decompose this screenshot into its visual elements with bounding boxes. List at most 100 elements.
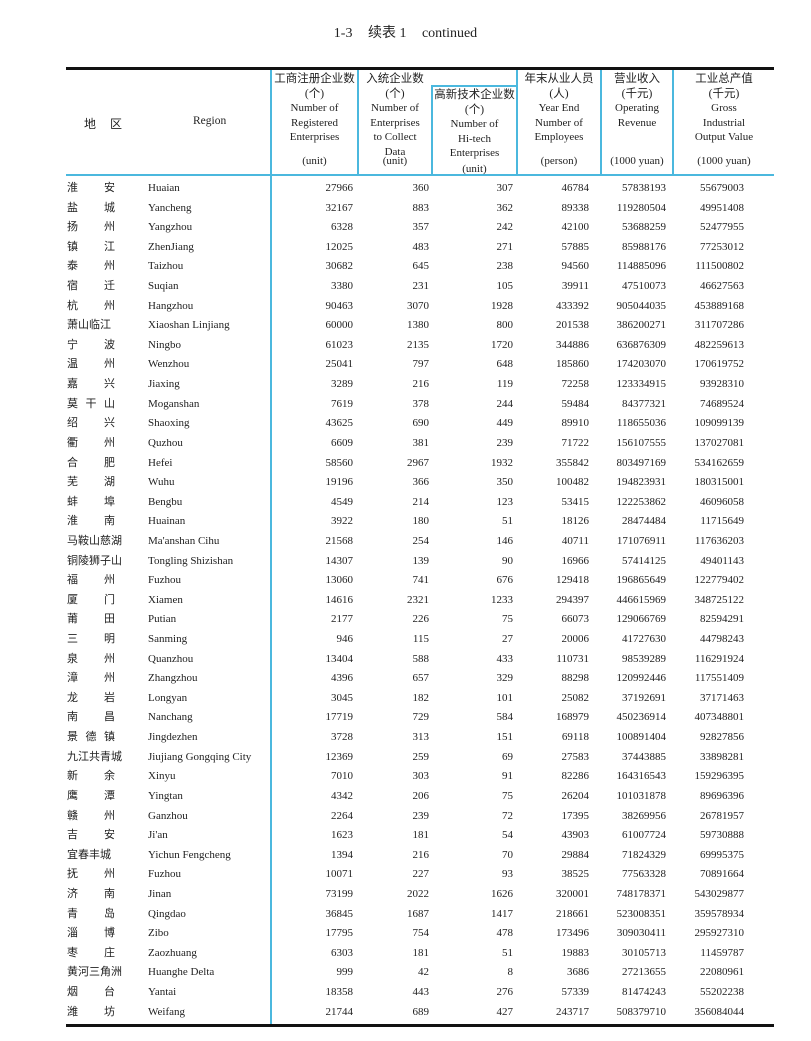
region-en: Jingdezhen — [148, 731, 198, 744]
column-header-en: Hi-tech — [458, 132, 491, 145]
cell-value: 1626 — [491, 887, 513, 900]
cell-value: 303 — [412, 770, 430, 783]
cell-value: 75 — [502, 613, 513, 626]
cell-value: 73199 — [325, 887, 354, 900]
table-row: 扬州 Yangzhou 6328 357 242 42100 53688259 5247795… — [66, 218, 774, 238]
cell-value: 242 — [496, 221, 514, 234]
cell-value: 33898281 — [700, 750, 744, 763]
table-row: 马鞍山慈湖 Ma'anshan Cihu 21568 254 146 40711 17107… — [66, 532, 774, 552]
cell-value: 101 — [496, 691, 514, 704]
cell-value: 43625 — [325, 417, 354, 430]
cell-value: 57414125 — [622, 554, 666, 567]
cell-value: 46784 — [561, 182, 590, 194]
cell-value: 588 — [412, 652, 430, 665]
region-zh: 福州 — [67, 574, 115, 587]
cell-value: 72 — [502, 809, 513, 822]
cell-value: 173496 — [556, 927, 589, 940]
region-en: Zibo — [148, 927, 169, 940]
cell-value: 508379710 — [616, 1005, 667, 1018]
region-zh: 淮安 — [67, 182, 115, 194]
column-header-zh: 年末从业人员 — [524, 73, 594, 85]
cell-value: 32167 — [325, 201, 354, 214]
cell-value: 2135 — [407, 338, 429, 351]
column-header-en: Number of — [371, 102, 419, 114]
region-en: Huanghe Delta — [148, 966, 215, 979]
region-en: Ningbo — [148, 338, 181, 351]
cell-value: 17795 — [325, 927, 354, 940]
column-header-zh: 工商注册企业数 — [274, 73, 355, 85]
region-en: Yantai — [148, 985, 177, 998]
header-rule — [66, 174, 774, 176]
cell-value: 59484 — [561, 397, 590, 410]
cell-value: 90463 — [325, 299, 354, 312]
table-row: 杭州 Hangzhou 90463 3070 1928 433392 905044035 45… — [66, 297, 774, 317]
cell-value: 8 — [507, 966, 514, 979]
column-header-zh-unit: (千元) — [621, 87, 653, 100]
cell-value: 52477955 — [700, 221, 744, 234]
cell-value: 77563328 — [622, 868, 666, 881]
region-zh: 扬州 — [67, 221, 115, 234]
cell-value: 92827856 — [700, 731, 744, 744]
cell-value: 449 — [496, 417, 514, 430]
table-row: 抚州 Fuzhou 10071 227 93 38525 77563328 70891664 — [66, 865, 774, 885]
region-en: Weifang — [148, 1005, 185, 1018]
region-zh: 新余 — [67, 770, 115, 783]
cell-value: 100891404 — [616, 731, 667, 744]
column-unit: (person) — [540, 155, 578, 167]
table-row: 九江共青城 Jiujiang Gongqing City 12369 259 69 275… — [66, 748, 774, 768]
cell-value: 797 — [412, 358, 430, 371]
cell-value: 1720 — [491, 338, 513, 351]
cell-value: 46627563 — [700, 280, 744, 293]
cell-value: 119280504 — [616, 201, 666, 214]
region-zh: 吉安 — [67, 829, 115, 842]
cell-value: 39911 — [561, 280, 589, 293]
region-header-zh: 地区 — [84, 117, 137, 131]
cell-value: 276 — [496, 985, 514, 998]
region-en: Huaian — [148, 182, 180, 194]
cell-value: 25082 — [561, 691, 590, 704]
region-zh: 镇江 — [67, 240, 115, 253]
region-en: Bengbu — [148, 495, 183, 508]
column-header-zh-unit: (人) — [549, 87, 569, 100]
cell-value: 159296395 — [694, 770, 745, 783]
cell-value: 19196 — [325, 476, 354, 489]
cell-value: 13404 — [325, 652, 354, 665]
region-en: Suqian — [148, 280, 179, 293]
cell-value: 259 — [412, 750, 430, 763]
cell-value: 2022 — [407, 887, 429, 900]
cell-value: 168979 — [556, 711, 589, 724]
region-zh: 漳州 — [67, 672, 115, 685]
cell-value: 584 — [496, 711, 514, 724]
cell-value: 6328 — [331, 221, 353, 234]
region-en: Putian — [148, 613, 177, 626]
column-header-en: Number of — [290, 102, 339, 114]
cell-value: 1233 — [491, 593, 513, 606]
region-zh: 泉州 — [67, 652, 115, 665]
table-row: 潍坊 Weifang 21744 689 427 243717 508379710 35608… — [66, 1003, 774, 1023]
region-en: Jiaxing — [148, 378, 180, 391]
region-zh: 南昌 — [67, 711, 115, 724]
region-en: Yingtan — [148, 789, 183, 802]
table-row: 泰州 Taizhou 30682 645 238 94560 114885096 111500… — [66, 257, 774, 277]
region-zh: 绍兴 — [67, 417, 115, 430]
column-header-en: Output Value — [694, 131, 754, 143]
column-header: 高新技术企业数 (个) Number of Hi-tech Enterprises (un… — [433, 88, 516, 175]
region-en: Hangzhou — [148, 299, 194, 312]
cell-value: 116291924 — [694, 652, 744, 665]
cell-value: 71824329 — [622, 848, 666, 861]
cell-value: 37171463 — [700, 691, 744, 704]
column-header-en: Employees — [534, 131, 584, 143]
region-zh: 铜陵狮子山 — [67, 554, 122, 567]
cell-value: 90 — [502, 554, 513, 567]
table-row: 龙岩 Longyan 3045 182 101 25082 37192691 37171463 — [66, 689, 774, 709]
table-row: 铜陵狮子山 Tongling Shizishan 14307 139 90 16966 57… — [66, 552, 774, 572]
region-zh: 衢州 — [67, 436, 115, 449]
cell-value: 453889168 — [694, 299, 745, 312]
cell-value: 36845 — [325, 907, 354, 920]
column-header-zh: 入统企业数 — [366, 73, 424, 85]
bottom-rule — [66, 1024, 774, 1027]
column-unit: (unit) — [302, 155, 327, 167]
cell-value: 3070 — [407, 299, 429, 312]
cell-value: 25041 — [325, 358, 354, 371]
cell-value: 648 — [496, 358, 514, 371]
